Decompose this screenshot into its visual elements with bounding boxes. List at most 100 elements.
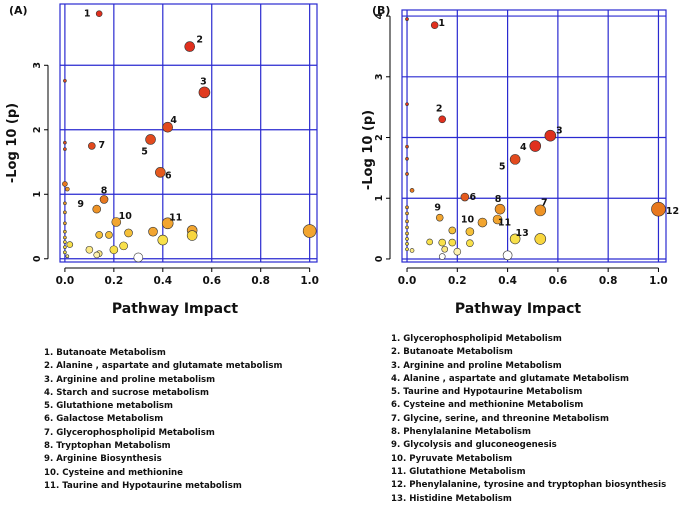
point-label-a-7: 7: [99, 140, 106, 151]
point-label-b-1: 1: [438, 18, 445, 29]
legend-item-b: 3. Arginine and proline Metabolism: [391, 360, 562, 371]
legend-panel-b: 1. Glycerophospholipid Metabolism 2. Buta…: [391, 333, 666, 506]
pathway-point-a: [105, 231, 113, 239]
pathway-point-b: [405, 241, 409, 246]
pathway-point-b: [448, 226, 457, 235]
pathway-point-b: [438, 253, 446, 260]
pathway-point-a-10: [111, 217, 122, 227]
pathway-point-a: [66, 241, 74, 248]
x-tick-label-a: 1.0: [300, 275, 319, 287]
x-tick-label-b: 0.2: [448, 275, 467, 287]
legend-item-a: 1. Butanoate Metabolism: [44, 348, 166, 358]
x-axis-title-a: Pathway Impact: [112, 301, 239, 317]
x-tick-label-b: 0.4: [498, 275, 517, 287]
pathway-point-b-11: [492, 214, 503, 225]
pathway-point-a: [63, 140, 67, 145]
pathway-point-a-8: [99, 195, 109, 204]
legend-item-b: 4. Alanine , aspartate and glutamate Met…: [391, 373, 629, 384]
pathway-point-a: [63, 221, 67, 226]
pathway-point-b: [453, 247, 462, 256]
y-tick-label-b: 0: [374, 255, 385, 262]
pathway-point-b-5: [509, 154, 521, 165]
x-tick-label-b: 0.8: [599, 275, 618, 287]
pathway-point-a-3: [198, 86, 211, 99]
legend-item-b: 6. Cysteine and methionine Metabolism: [391, 400, 584, 411]
pathway-point-b: [534, 233, 547, 245]
legend-item-a: 2. Alanine , aspartate and glutamate met…: [44, 361, 283, 372]
point-label-a-6: 6: [165, 170, 172, 181]
point-label-b-4: 4: [520, 142, 527, 153]
point-label-a-5: 5: [141, 146, 148, 157]
pathway-point-a-11: [161, 217, 174, 230]
y-tick-label-a: 1: [32, 191, 43, 198]
pathway-point-a: [157, 234, 169, 246]
y-tick-label-a: 2: [32, 126, 43, 133]
pathway-point-b-10: [477, 217, 488, 228]
legend-item-a: 8. Tryptophan Metabolism: [44, 441, 171, 452]
pathway-point-a: [63, 201, 67, 206]
pathway-point-b: [405, 156, 409, 161]
pathway-point-b: [405, 219, 409, 224]
point-label-a-10: 10: [119, 211, 133, 222]
legend-item-a: 10. Cysteine and methionine: [44, 467, 183, 478]
point-label-b-2: 2: [436, 103, 443, 114]
legend-item-a: 4. Starch and sucrose metabolism: [44, 387, 209, 398]
legend-item-b: 11. Glutathione Metabolism: [391, 466, 526, 477]
pathway-point-a-6: [155, 167, 166, 178]
pathway-point-b-9: [435, 213, 444, 222]
pathway-point-a: [302, 224, 317, 238]
pathway-point-a-2: [184, 41, 196, 52]
x-tick-label-a: 0.8: [251, 275, 270, 287]
y-tick-label-b: 1: [374, 195, 385, 202]
pathway-point-b: [405, 102, 409, 106]
pathway-point-b-3: [544, 129, 557, 142]
legend-item-b: 1. Glycerophospholipid Metabolism: [391, 334, 562, 344]
pathway-point-a: [109, 245, 119, 255]
pathway-point-a: [63, 229, 67, 234]
legend-item-b: 8. Phenylalanine Metabolism: [391, 427, 531, 438]
pathway-point-b-6: [460, 192, 470, 202]
pathway-point-a-9: [92, 204, 102, 214]
legend-item-b: 13. Histidine Metabolism: [391, 493, 512, 504]
pathway-point-a-4: [162, 121, 173, 133]
pathway-point-a-1: [95, 10, 103, 17]
x-tick-label-a: 0.6: [202, 275, 221, 287]
pathway-point-a: [63, 147, 67, 151]
pathway-point-a: [95, 231, 103, 239]
legend-item-b: 7. Glycine, serine, and threonine Metabo…: [391, 413, 609, 424]
pathway-point-a: [62, 181, 68, 187]
pathway-point-a-5: [145, 134, 156, 145]
pathway-point-b-4: [529, 140, 542, 152]
point-label-b-5: 5: [499, 161, 506, 172]
pathway-point-b: [405, 237, 409, 241]
point-label-b-3: 3: [556, 126, 563, 137]
pathway-point-b-13: [509, 233, 521, 245]
point-label-b-11: 11: [498, 217, 511, 228]
panel-label-b: (B): [372, 4, 390, 17]
x-tick-label-b: 0.6: [549, 275, 568, 287]
pathway-point-a: [119, 241, 128, 251]
point-label-b-9: 9: [434, 203, 441, 214]
pathway-point-b: [405, 144, 409, 149]
y-tick-label-a: 0: [32, 255, 43, 262]
point-label-a-8: 8: [101, 185, 108, 196]
pathway-point-a: [63, 240, 67, 244]
y-tick-label-b: 3: [374, 73, 385, 80]
y-tick-label-a: 3: [32, 62, 43, 69]
x-tick-label-a: 0.2: [105, 275, 124, 287]
point-label-b-10: 10: [461, 215, 475, 226]
pathway-point-b: [438, 238, 447, 247]
legend-item-b: 2. Butanoate Metabolism: [391, 347, 513, 358]
pathway-point-b-1: [430, 21, 439, 29]
point-label-a-9: 9: [77, 199, 84, 210]
legend-item-a: 11. Taurine and Hypotaurine metabolism: [44, 480, 242, 491]
point-label-b-12: 12: [666, 206, 679, 217]
pathway-point-a: [63, 235, 67, 240]
pathway-point-a: [63, 245, 67, 249]
pathway-point-b: [426, 238, 433, 246]
pathway-point-b: [405, 172, 409, 176]
x-tick-label-a: 0.4: [153, 275, 172, 287]
pathway-point-b-2: [438, 115, 447, 124]
